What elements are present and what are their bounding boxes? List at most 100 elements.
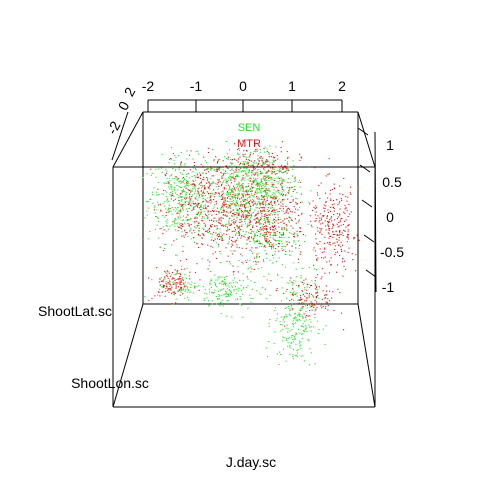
data-point-sen (223, 200, 225, 202)
data-point-sen (208, 291, 210, 293)
data-point-mtr (232, 265, 234, 267)
data-point-mtr (324, 220, 326, 222)
data-point-sen (292, 186, 294, 188)
data-point-sen (258, 220, 260, 222)
data-point-sen (288, 220, 290, 222)
data-point-sen (230, 291, 232, 293)
data-point-mtr (179, 281, 181, 283)
data-point-sen (217, 298, 219, 300)
data-point-sen (245, 202, 247, 204)
data-point-sen (167, 276, 169, 278)
data-point-mtr (316, 306, 318, 308)
data-point-sen (236, 288, 238, 290)
data-point-sen (307, 338, 309, 340)
data-point-sen (174, 274, 176, 276)
data-point-sen (300, 347, 302, 349)
data-point-sen (146, 200, 148, 202)
data-point-sen (286, 315, 288, 317)
data-point-sen (281, 240, 283, 242)
legend: SEN MTR (237, 122, 261, 150)
data-point-sen (174, 170, 176, 172)
data-point-mtr (205, 230, 207, 232)
data-point-mtr (327, 174, 329, 176)
data-point-mtr (234, 143, 236, 145)
data-point-mtr (299, 231, 301, 233)
data-point-sen (265, 239, 267, 241)
data-point-sen (229, 169, 231, 171)
data-point-mtr (158, 291, 160, 293)
data-point-mtr (255, 214, 257, 216)
data-point-sen (165, 280, 167, 282)
data-point-mtr (163, 229, 165, 231)
data-point-sen (276, 181, 278, 183)
data-point-mtr (196, 213, 198, 215)
data-point-mtr (283, 234, 285, 236)
data-point-mtr (327, 211, 329, 213)
data-point-mtr (271, 211, 273, 213)
data-point-sen (254, 190, 256, 192)
data-point-mtr (338, 225, 340, 227)
data-point-sen (309, 287, 311, 289)
data-point-mtr (338, 244, 340, 246)
data-point-mtr (264, 214, 266, 216)
data-point-mtr (305, 315, 307, 317)
data-point-mtr (266, 159, 268, 161)
data-point-sen (184, 198, 186, 200)
data-point-sen (275, 212, 277, 214)
data-point-sen (198, 225, 200, 227)
data-point-mtr (232, 197, 234, 199)
data-point-sen (289, 353, 291, 355)
data-point-mtr (340, 218, 342, 220)
data-point-sen (182, 219, 184, 221)
data-point-mtr (246, 276, 248, 278)
data-point-mtr (160, 280, 162, 282)
data-point-mtr (272, 171, 274, 173)
data-point-mtr (342, 258, 344, 260)
data-point-mtr (346, 210, 348, 212)
data-point-sen (198, 172, 200, 174)
data-point-sen (271, 170, 273, 172)
data-point-mtr (180, 287, 182, 289)
data-point-sen (188, 299, 190, 301)
data-point-mtr (319, 217, 321, 219)
data-point-sen (250, 297, 252, 299)
data-point-sen (178, 167, 180, 169)
data-point-mtr (260, 165, 262, 167)
data-point-sen (242, 230, 244, 232)
data-point-sen (309, 305, 311, 307)
data-point-sen (241, 219, 243, 221)
data-point-mtr (261, 229, 263, 231)
data-point-sen (200, 183, 202, 185)
data-point-sen (188, 289, 190, 291)
data-point-mtr (227, 255, 229, 257)
data-point-sen (179, 203, 181, 205)
data-point-mtr (320, 182, 322, 184)
data-point-sen (242, 263, 244, 265)
data-point-mtr (330, 217, 332, 219)
data-point-sen (304, 305, 306, 307)
data-point-sen (242, 288, 244, 290)
data-point-sen (207, 197, 209, 199)
data-point-mtr (208, 192, 210, 194)
data-point-sen (289, 279, 291, 281)
data-point-sen (256, 256, 258, 258)
data-point-mtr (243, 205, 245, 207)
data-point-sen (174, 221, 176, 223)
data-point-sen (257, 207, 259, 209)
data-point-sen (282, 348, 284, 350)
data-point-sen (242, 170, 244, 172)
data-point-sen (234, 286, 236, 288)
data-point-sen (245, 218, 247, 220)
data-point-sen (303, 326, 305, 328)
data-point-mtr (188, 189, 190, 191)
data-point-sen (242, 167, 244, 169)
data-point-mtr (231, 220, 233, 222)
data-point-sen (263, 190, 265, 192)
data-point-sen (180, 181, 182, 183)
data-point-mtr (284, 167, 286, 169)
data-point-sen (201, 236, 203, 238)
data-point-sen (247, 163, 249, 165)
data-point-mtr (234, 180, 236, 182)
data-point-mtr (222, 197, 224, 199)
data-point-sen (227, 204, 229, 206)
